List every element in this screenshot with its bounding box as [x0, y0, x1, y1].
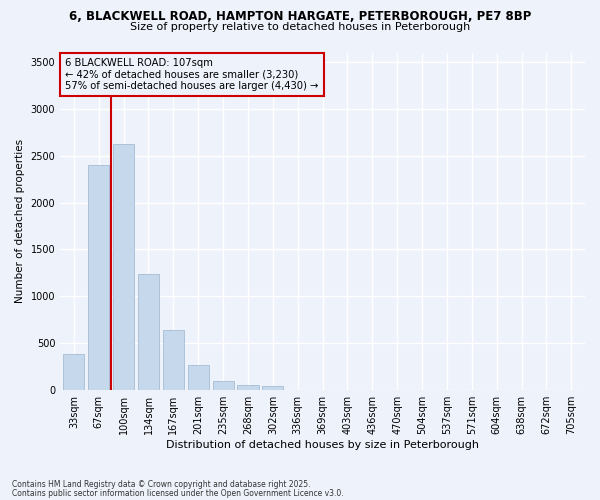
- Bar: [163, 330, 184, 390]
- Bar: [63, 354, 85, 390]
- Bar: [113, 144, 134, 390]
- Y-axis label: Number of detached properties: Number of detached properties: [15, 140, 25, 304]
- Text: 6 BLACKWELL ROAD: 107sqm
← 42% of detached houses are smaller (3,230)
57% of sem: 6 BLACKWELL ROAD: 107sqm ← 42% of detach…: [65, 58, 319, 91]
- X-axis label: Distribution of detached houses by size in Peterborough: Distribution of detached houses by size …: [166, 440, 479, 450]
- Bar: [188, 365, 209, 390]
- Bar: [212, 381, 233, 390]
- Text: Contains HM Land Registry data © Crown copyright and database right 2025.: Contains HM Land Registry data © Crown c…: [12, 480, 311, 489]
- Bar: [238, 385, 259, 390]
- Bar: [262, 386, 283, 390]
- Bar: [88, 165, 109, 390]
- Text: Size of property relative to detached houses in Peterborough: Size of property relative to detached ho…: [130, 22, 470, 32]
- Text: Contains public sector information licensed under the Open Government Licence v3: Contains public sector information licen…: [12, 488, 344, 498]
- Text: 6, BLACKWELL ROAD, HAMPTON HARGATE, PETERBOROUGH, PE7 8BP: 6, BLACKWELL ROAD, HAMPTON HARGATE, PETE…: [69, 10, 531, 23]
- Bar: [138, 274, 159, 390]
